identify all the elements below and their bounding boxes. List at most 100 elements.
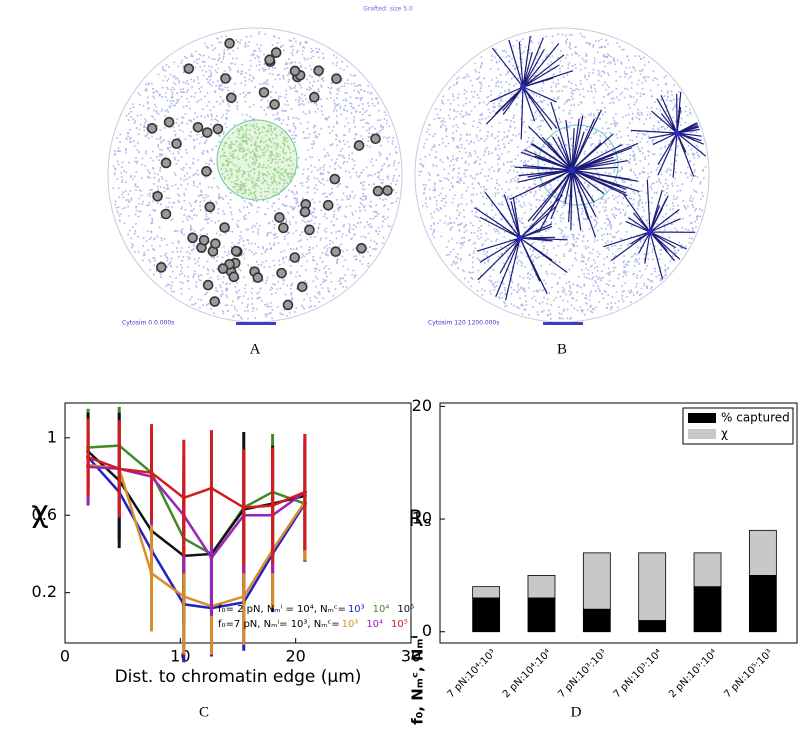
bar-segment [527,597,556,633]
aster [630,91,707,178]
x-tick-label: 20 [285,647,305,666]
panel-label: C [199,704,209,720]
grafted-bead [258,87,270,98]
x-axis-title: f₀, Nₘᶜ, Nₘⁱ [409,635,427,724]
legend-title: f₀=7 pN, Nₘⁱ= 10³, Nₘᶜ= [218,619,340,630]
aster [485,35,574,140]
y-axis-title: Rₛ [408,507,432,532]
aster [603,179,696,280]
grafted-bead [329,173,341,185]
point [241,594,246,599]
grafted-bead [201,127,213,138]
y-tick-label: 0.2 [32,582,57,601]
sim-footer: Cytosim 120 1200.000s [428,320,499,327]
point [270,503,275,508]
grafted-bead [299,206,311,218]
grafted-bead [309,91,320,103]
x-tick-label: 7 pN:10³:10³ [556,647,609,700]
bar-segment [748,574,777,633]
grafted-bead [370,133,381,145]
bar-segment [472,597,501,633]
grafted-bead [313,65,324,76]
grafted-bead [163,116,175,128]
grafted-bead [289,65,301,77]
point [149,571,154,576]
point [302,490,307,495]
grafted-bead [187,232,198,244]
grafted-bead [278,222,289,234]
grafted-bead [171,138,182,150]
grafted-bead [228,271,240,283]
grafted-bead [210,238,221,249]
grafted-bead [156,262,167,273]
grafted-bead [282,299,294,311]
aster [509,101,640,238]
grafted-bead [331,73,342,85]
centrosome [647,229,653,235]
grafted-bead [330,246,341,257]
grafted-bead [219,222,230,233]
particles [220,123,295,199]
grafted-bead [353,140,365,151]
grafted-bead [270,47,282,58]
panel-label: A [250,341,261,357]
grafted-bead [209,296,221,307]
grafted-bead [322,199,334,211]
grafted-bead [160,157,172,169]
grafted-bead [198,235,210,246]
grafted-bead [274,212,285,223]
x-tick-label: 2 pN:10⁴:10⁴ [501,647,554,700]
series-line [87,463,306,608]
x-tick-label: 0 [60,647,70,666]
centrosome [517,235,523,241]
scale-bar [543,322,583,325]
bar-segment [638,552,667,621]
grafted-bead [296,281,308,293]
grafted-bead [276,267,287,279]
scale-bar [236,322,276,325]
grafted-bead [304,224,315,236]
grafted-bead [152,191,163,202]
x-tick-label: 30 [401,647,421,666]
series-line [87,456,306,610]
bar-segment [527,574,556,599]
grafted-bead [264,54,275,66]
grafted-bead [202,279,214,291]
plot-frame [439,402,798,644]
x-tick-label: 10 [170,647,190,666]
series-line [87,456,306,509]
point [209,486,214,491]
centrosome [569,167,575,173]
particles [418,32,707,320]
legend-entry: 10³ [348,604,365,615]
legend-swatch [688,413,716,423]
grafted-bead [269,99,280,110]
y-tick-label: 10 [412,509,432,528]
x-tick-label: 2 pN:10⁵:10⁴ [667,647,720,700]
legend-entry: χ [721,427,728,441]
sim-header: Grafted: size 5.0 [363,6,413,13]
legend-swatch [688,429,716,439]
simulation-b [414,27,710,323]
grafted-bead [217,263,229,274]
y-tick-label: 20 [412,396,432,415]
y-tick-label: 1 [47,427,57,446]
centrosome [674,130,680,136]
legend-entry: 10⁴ [373,604,390,615]
legend-title: f₀= 2 pN, Nₘⁱ = 10⁴, Nₘᶜ= [218,604,346,615]
point [117,466,122,471]
bar-segment [582,552,611,610]
grafted-bead [146,123,158,134]
grafted-bead [382,185,393,196]
aster [474,192,568,301]
x-tick-label: 7 pN:10⁴:10³ [446,647,499,700]
grafted-bead [220,73,231,84]
y-tick-label: 0.6 [32,505,57,524]
grafted-bead [225,92,237,104]
panel-label: B [557,341,567,357]
panel-label: D [571,704,582,720]
grafted-bead [289,252,301,263]
series-line [87,444,306,556]
